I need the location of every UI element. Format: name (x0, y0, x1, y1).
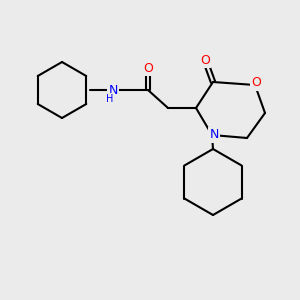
Text: H: H (106, 94, 114, 104)
Text: N: N (209, 128, 219, 142)
Text: O: O (143, 61, 153, 74)
Text: N: N (108, 85, 118, 98)
Text: O: O (251, 76, 261, 89)
Text: O: O (200, 53, 210, 67)
